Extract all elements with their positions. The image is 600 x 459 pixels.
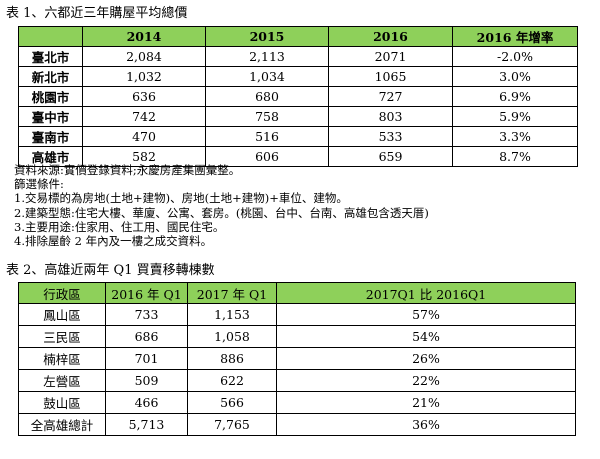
header-growth-rate: 2016 年增率 <box>452 26 578 47</box>
table-row: 鳳山區 733 1,153 57% <box>18 303 576 326</box>
city-label: 桃園市 <box>18 86 83 107</box>
table-row: 臺北市 2,084 2,113 2071 -2.0% <box>18 46 578 67</box>
cell-value: 57% <box>276 303 576 326</box>
table-kaohsiung-transfers: 行政區 2016 年 Q1 2017 年 Q1 2017Q1 比 2016Q1 … <box>18 282 576 436</box>
cell-value: 636 <box>82 86 206 107</box>
cell-value: 1,032 <box>82 66 206 87</box>
table-header-row: 2014 2015 2016 2016 年增率 <box>18 26 578 47</box>
header-2016q1: 2016 年 Q1 <box>105 282 188 304</box>
cell-value: 680 <box>205 86 329 107</box>
city-label: 臺中市 <box>18 106 83 127</box>
cell-value: 533 <box>328 126 453 147</box>
cell-value: 582 <box>82 146 206 167</box>
cell-value: 742 <box>82 106 206 127</box>
note-item: 2.建築型態:住宅大樓、華廈、公寓、套房。(桃園、台中、台南、高雄包含透天厝) <box>14 205 429 220</box>
cell-value: 54% <box>276 325 576 348</box>
cell-value: 2071 <box>328 46 453 67</box>
cell-value: 5,713 <box>105 413 188 436</box>
cell-value: 2,113 <box>205 46 329 67</box>
cell-value: 606 <box>205 146 329 167</box>
note-item: 1.交易標的為房地(土地+建物)、房地(土地+建物)+車位、建物。 <box>14 191 348 206</box>
table-row: 楠梓區 701 886 26% <box>18 347 576 370</box>
note-criteria-title: 篩選條件: <box>14 177 64 192</box>
district-label: 三民區 <box>18 325 106 348</box>
cell-value: 1065 <box>328 66 453 87</box>
cell-value: 622 <box>187 369 277 392</box>
note-source: 資料來源:實價登錄資料;永慶房產集團彙整。 <box>14 163 241 177</box>
header-blank <box>18 26 83 47</box>
cell-value: 733 <box>105 303 188 326</box>
cell-value: 470 <box>82 126 206 147</box>
table-row: 鼓山區 466 566 21% <box>18 391 576 414</box>
district-label: 楠梓區 <box>18 347 106 370</box>
table-row: 全高雄總計 5,713 7,765 36% <box>18 413 576 436</box>
header-change: 2017Q1 比 2016Q1 <box>276 282 576 304</box>
cell-value: 2,084 <box>82 46 206 67</box>
table1-notes: 資料來源:實價登錄資料;永慶房產集團彙整。 篩選條件: 1.交易標的為房地(土地… <box>14 163 429 248</box>
city-label: 臺南市 <box>18 126 83 147</box>
table-row: 三民區 686 1,058 54% <box>18 325 576 348</box>
table-header-row: 行政區 2016 年 Q1 2017 年 Q1 2017Q1 比 2016Q1 <box>18 282 576 304</box>
city-label: 高雄市 <box>18 146 83 167</box>
header-2017q1: 2017 年 Q1 <box>187 282 277 304</box>
district-label: 鼓山區 <box>18 391 106 414</box>
table-row: 左營區 509 622 22% <box>18 369 576 392</box>
cell-value: 3.0% <box>452 66 578 87</box>
district-label: 全高雄總計 <box>18 413 106 436</box>
cell-value: 5.9% <box>452 106 578 127</box>
table-row: 臺中市 742 758 803 5.9% <box>18 106 578 127</box>
cell-value: 1,034 <box>205 66 329 87</box>
cell-value: 21% <box>276 391 576 414</box>
table-avg-total-price: 2014 2015 2016 2016 年增率 臺北市 2,084 2,113 … <box>18 26 578 167</box>
note-item: 4.排除屋齡 2 年內及一樓之成交資料。 <box>14 234 213 249</box>
cell-value: 466 <box>105 391 188 414</box>
cell-value: 566 <box>187 391 277 414</box>
cell-value: 8.7% <box>452 146 578 167</box>
table2-caption: 表 2、高雄近兩年 Q1 買賣移轉棟數 <box>6 263 215 278</box>
table-row: 新北市 1,032 1,034 1065 3.0% <box>18 66 578 87</box>
cell-value: 686 <box>105 325 188 348</box>
cell-value: -2.0% <box>452 46 578 67</box>
cell-value: 886 <box>187 347 277 370</box>
header-2016: 2016 <box>328 26 453 47</box>
cell-value: 1,058 <box>187 325 277 348</box>
district-label: 左營區 <box>18 369 106 392</box>
header-2014: 2014 <box>82 26 206 47</box>
city-label: 臺北市 <box>18 46 83 67</box>
cell-value: 727 <box>328 86 453 107</box>
table-row: 臺南市 470 516 533 3.3% <box>18 126 578 147</box>
cell-value: 26% <box>276 347 576 370</box>
cell-value: 516 <box>205 126 329 147</box>
cell-value: 7,765 <box>187 413 277 436</box>
cell-value: 36% <box>276 413 576 436</box>
header-2015: 2015 <box>205 26 329 47</box>
city-label: 新北市 <box>18 66 83 87</box>
cell-value: 22% <box>276 369 576 392</box>
header-district: 行政區 <box>18 282 106 304</box>
cell-value: 6.9% <box>452 86 578 107</box>
table1-caption: 表 1、六都近三年購屋平均總價 <box>6 6 188 21</box>
note-item: 3.主要用途:住家用、住工用、國民住宅。 <box>14 219 225 234</box>
cell-value: 803 <box>328 106 453 127</box>
table-row: 高雄市 582 606 659 8.7% <box>18 146 578 167</box>
cell-value: 758 <box>205 106 329 127</box>
cell-value: 1,153 <box>187 303 277 326</box>
district-label: 鳳山區 <box>18 303 106 326</box>
cell-value: 701 <box>105 347 188 370</box>
cell-value: 509 <box>105 369 188 392</box>
cell-value: 659 <box>328 146 453 167</box>
cell-value: 3.3% <box>452 126 578 147</box>
table-row: 桃園市 636 680 727 6.9% <box>18 86 578 107</box>
